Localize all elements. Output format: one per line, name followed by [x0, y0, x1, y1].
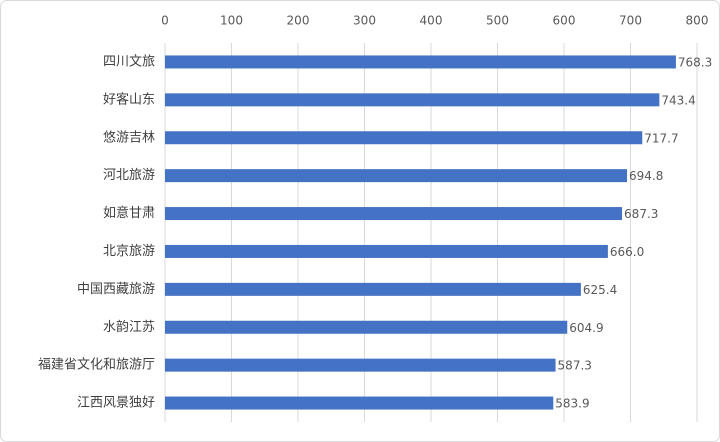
value-label: 604.9	[569, 321, 603, 335]
x-tick-label: 0	[161, 14, 169, 28]
x-tick-label: 300	[353, 14, 376, 28]
x-tick-label: 400	[420, 14, 443, 28]
x-tick-label: 700	[619, 14, 642, 28]
bar	[165, 396, 554, 410]
value-label: 717.7	[644, 131, 678, 145]
y-tick-label: 好客山东	[103, 91, 155, 107]
bar	[165, 282, 581, 296]
y-tick-label: 河北旅游	[103, 168, 155, 183]
x-tick-label: 800	[686, 14, 709, 28]
value-label: 694.8	[629, 169, 663, 183]
bar	[165, 358, 556, 372]
x-tick-label: 500	[486, 14, 509, 28]
bar	[165, 55, 676, 69]
x-tick-label: 100	[220, 14, 243, 28]
value-label: 666.0	[610, 245, 644, 259]
value-label: 743.4	[661, 93, 695, 107]
x-tick-label: 600	[553, 14, 576, 28]
y-tick-label: 水韵江苏	[103, 319, 155, 335]
bar	[165, 93, 660, 107]
x-tick-label: 200	[287, 14, 310, 28]
value-label: 687.3	[624, 207, 658, 221]
bar	[165, 131, 643, 145]
bar	[165, 244, 608, 258]
bar	[165, 207, 623, 221]
bar	[165, 169, 628, 183]
bar	[165, 320, 568, 334]
value-label: 768.3	[678, 55, 712, 69]
y-tick-label: 福建省文化和旅游厅	[38, 358, 155, 373]
value-label: 587.3	[558, 359, 592, 373]
y-tick-label: 北京旅游	[103, 244, 155, 259]
value-label: 625.4	[583, 283, 617, 297]
y-tick-label: 江西风景独好	[77, 396, 155, 411]
y-tick-label: 四川文旅	[103, 54, 155, 69]
y-tick-label: 如意甘肃	[103, 205, 155, 221]
y-tick-label: 悠游吉林	[103, 130, 155, 145]
value-label: 583.9	[555, 397, 589, 411]
y-tick-label: 中国西藏旅游	[77, 282, 155, 297]
